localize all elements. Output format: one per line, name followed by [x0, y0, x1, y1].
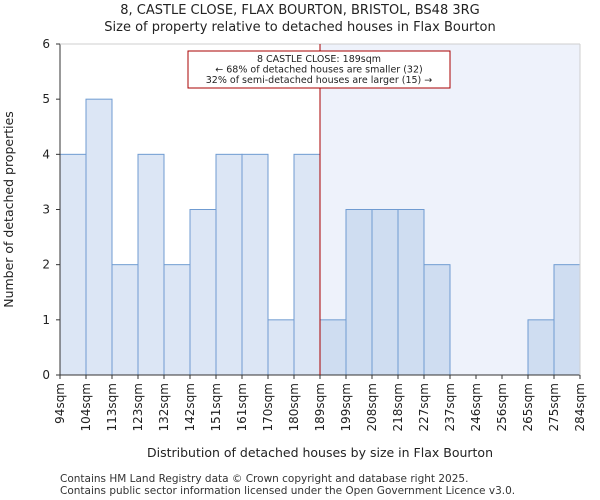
histogram-chart: 0 1 2 3 4 5 6 94sqm 104sqm 113sqm 123sqm 132sqm 142s… [1, 37, 587, 460]
x-tick-label: 142sqm [183, 383, 197, 431]
x-axis-label: Distribution of detached houses by size … [147, 445, 493, 460]
histogram-bar [137, 153, 165, 376]
histogram-bar [163, 264, 191, 376]
histogram-bar [319, 319, 347, 376]
x-tick-label: 189sqm [313, 383, 327, 431]
histogram-bar [293, 153, 321, 376]
x-tick-label: 246sqm [469, 383, 483, 431]
y-tick-label: 1 [42, 313, 50, 327]
histogram-bar [371, 209, 399, 376]
x-tick-label: 161sqm [235, 383, 249, 431]
y-tick-label: 2 [42, 258, 50, 272]
histogram-bar [241, 153, 269, 376]
chart-title: 8, CASTLE CLOSE, FLAX BOURTON, BRISTOL, … [120, 3, 480, 18]
histogram-bar [59, 153, 87, 376]
y-tick-label: 4 [42, 147, 50, 161]
x-tick-label: 284sqm [573, 383, 587, 431]
histogram-bar [423, 264, 451, 376]
x-tick-label: 265sqm [521, 383, 535, 431]
chart-subtitle: Size of property relative to detached ho… [104, 20, 496, 35]
x-tick-label: 151sqm [209, 383, 223, 431]
x-tick-label: 237sqm [443, 383, 457, 431]
x-tick-label: 113sqm [105, 383, 119, 431]
histogram-bar [189, 209, 217, 376]
histogram-bar [553, 264, 581, 376]
x-tick-label: 132sqm [157, 383, 171, 431]
annotation-box [187, 50, 451, 89]
annotation-line-2: ← 68% of detached houses are smaller (32… [215, 65, 422, 76]
histogram-bar [111, 264, 139, 376]
x-tick-label: 94sqm [53, 383, 67, 424]
x-tick-label: 180sqm [287, 383, 301, 431]
x-tick-label: 218sqm [391, 383, 405, 431]
histogram-bar [267, 319, 295, 376]
x-tick-label: 123sqm [131, 383, 145, 431]
x-tick-label: 104sqm [79, 383, 93, 431]
x-tick-label: 256sqm [495, 383, 509, 431]
y-tick-label: 3 [42, 203, 50, 217]
x-tick-label: 199sqm [339, 383, 353, 431]
histogram-bar [345, 209, 373, 376]
histogram-bar [527, 319, 555, 376]
x-tick-label: 208sqm [365, 383, 379, 431]
x-tick-label: 275sqm [547, 383, 561, 431]
histogram-bar [215, 153, 243, 376]
footer-line-1: Contains HM Land Registry data © Crown c… [60, 473, 469, 485]
y-axis-label: Number of detached properties [1, 111, 16, 308]
y-tick-label: 5 [42, 92, 50, 106]
annotation-line-1: 8 CASTLE CLOSE: 189sqm [257, 54, 381, 65]
y-tick-label: 6 [42, 37, 50, 51]
histogram-bar [85, 98, 113, 376]
histogram-bar [397, 209, 425, 376]
annotation-line-3: 32% of semi-detached houses are larger (… [206, 75, 433, 86]
footer-line-2: Contains public sector information licen… [60, 485, 516, 497]
x-tick-label: 227sqm [417, 383, 431, 431]
x-tick-label: 170sqm [261, 383, 275, 431]
y-tick-label: 0 [42, 368, 50, 382]
